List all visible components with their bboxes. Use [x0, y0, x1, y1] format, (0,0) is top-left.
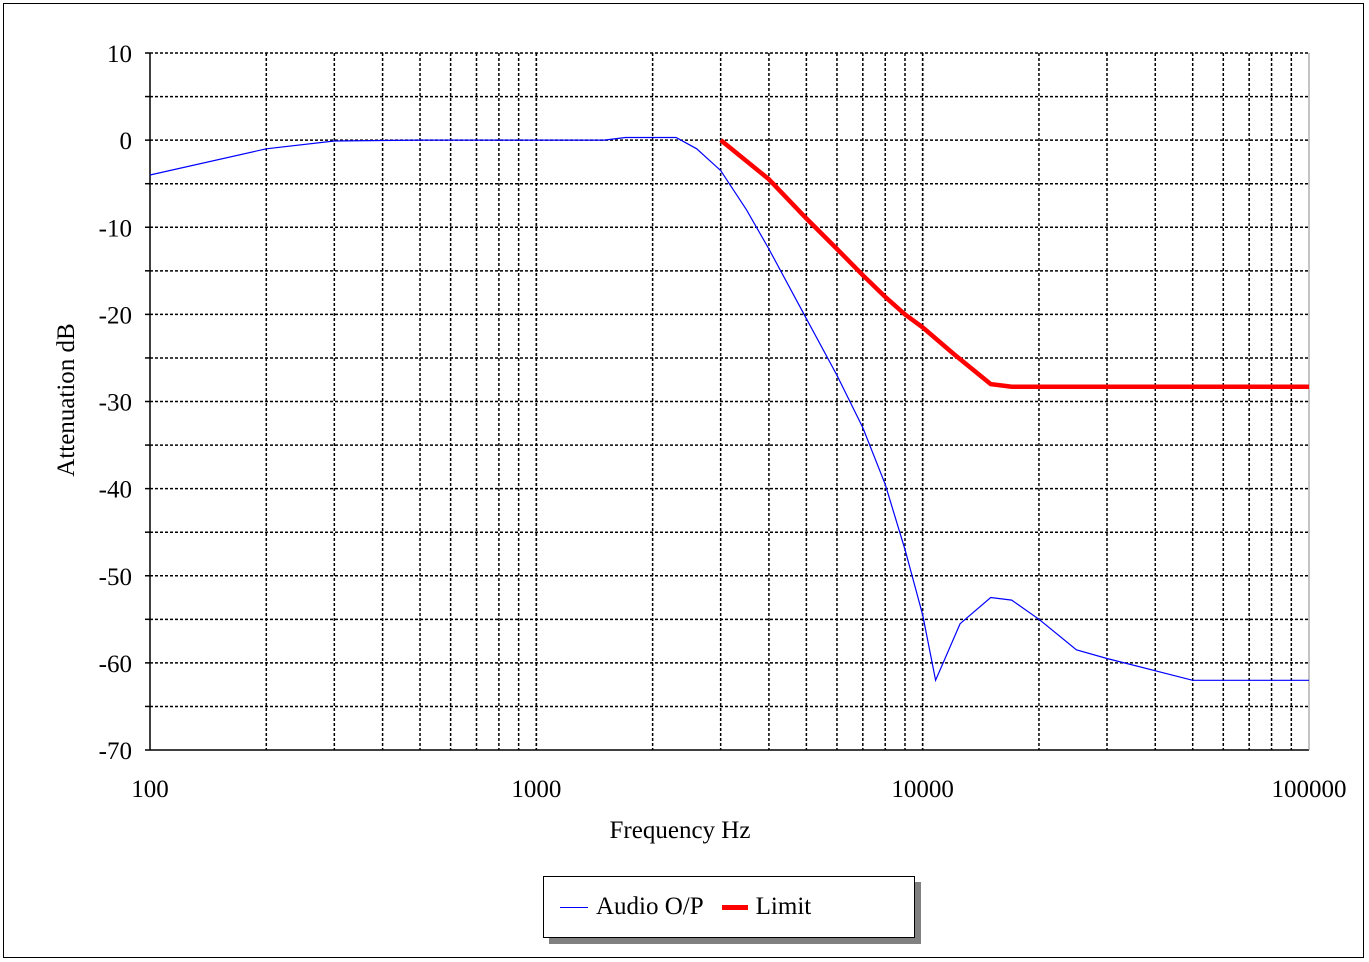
- y-tick-label: -50: [99, 564, 132, 591]
- series-layer: [149, 136, 1310, 683]
- y-tick-label: -20: [99, 302, 132, 329]
- legend-swatch-limit: [721, 904, 748, 910]
- legend-label-audio: Audio O/P: [596, 893, 704, 920]
- y-tick-label: 0: [120, 128, 133, 155]
- x-axis-title: Frequency Hz: [610, 817, 751, 844]
- y-axis-title: Attenuation dB: [53, 323, 80, 476]
- legend-label-limit: Limit: [755, 893, 812, 920]
- series-line-limit: [719, 138, 1309, 389]
- x-tick-label: 1000: [511, 776, 561, 803]
- x-tick-label: 100000: [1272, 776, 1347, 803]
- x-tick-label: 100: [131, 776, 169, 803]
- y-tick-label: 10: [107, 41, 132, 68]
- legend-swatch-audio: [560, 906, 588, 908]
- axis-layer: [145, 52, 1310, 751]
- legend: Audio O/P Limit: [543, 876, 915, 938]
- y-tick-label: -60: [99, 651, 132, 678]
- series-line-audio: [149, 136, 1309, 683]
- y-tick-label: -40: [99, 477, 132, 504]
- legend-item-audio: Audio O/P: [560, 893, 704, 921]
- y-tick-label: -10: [99, 215, 132, 242]
- x-tick-label: 10000: [891, 776, 954, 803]
- y-tick-label: -30: [99, 390, 132, 417]
- chart-frame: [3, 3, 1364, 958]
- y-tick-label: -70: [99, 738, 132, 765]
- grid-layer: [150, 52, 1309, 750]
- legend-item-limit: Limit: [721, 893, 812, 921]
